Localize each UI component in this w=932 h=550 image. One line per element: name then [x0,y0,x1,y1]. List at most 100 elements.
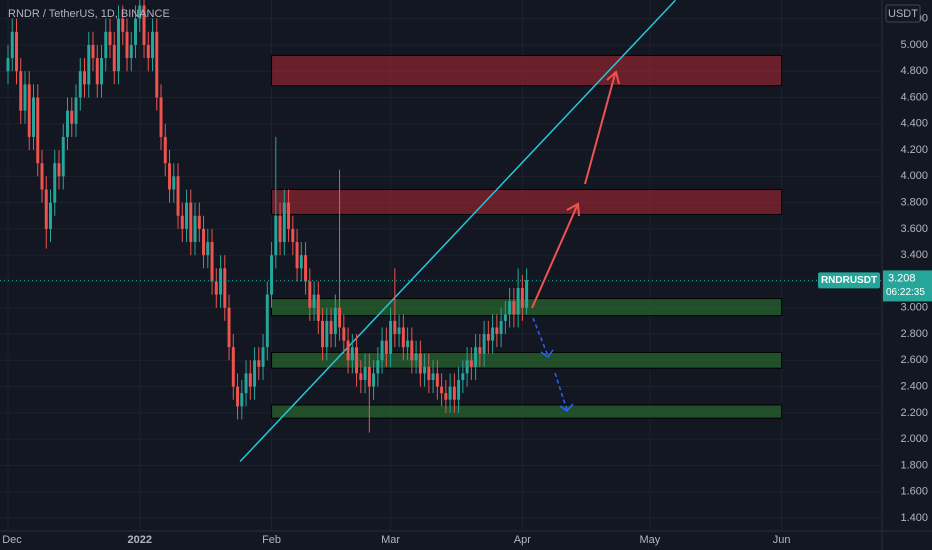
candle-body [240,393,244,407]
candle-body [418,353,422,374]
candle-body [214,281,218,295]
candle-body [151,31,155,59]
candle-body [491,327,495,341]
candle-body [461,373,465,381]
candle-body [53,163,57,203]
y-tick-label: 4.600 [900,91,928,103]
candle-body [6,58,10,72]
candle-body [308,281,312,308]
candle-body [74,97,78,124]
candle-body [435,373,439,387]
candle-body [36,97,40,164]
candle-body [393,320,397,335]
candle-body [363,366,367,381]
x-tick-label: Apr [514,534,531,546]
candle-body [223,268,227,308]
candle-body [78,71,82,98]
candle-body [486,334,490,341]
candle-body [338,307,342,328]
candle-body [512,301,516,315]
candle-body [44,189,48,229]
candle-body [117,18,121,72]
candle-body [457,380,461,400]
candle-body [91,44,95,59]
y-tick-label: 1.600 [900,486,928,498]
candle-body [465,360,469,374]
candle-body [138,5,142,19]
candle-body [27,84,31,137]
y-tick-label: 3.800 [900,197,928,209]
candle-body [423,366,427,374]
y-tick-label: 2.400 [900,380,928,392]
candle-body [384,340,388,354]
last-price: 3.208 [888,272,916,284]
candle-body [231,347,235,387]
arrow-head [559,403,574,413]
candle-body [333,307,337,335]
candle-body [23,84,27,111]
drawings [531,70,620,413]
candle-body [431,373,435,381]
candle-body [66,110,69,137]
candle-body [414,353,418,361]
candle-body [452,386,456,400]
candle-body [469,360,473,367]
candle-body [172,176,176,190]
candle-body [142,5,146,45]
candle-body [316,294,320,321]
candle-body [291,228,295,243]
currency-badge[interactable] [885,4,921,23]
candle-body [321,320,325,348]
zone [271,351,783,369]
candle-body [189,202,193,243]
x-tick-label: May [640,534,661,546]
candle-body [342,327,346,341]
x-tick-label: Jun [773,534,791,546]
candle-body [125,31,129,59]
y-tick-label: 2.800 [900,328,928,340]
candle-body [257,360,261,367]
candle-body [482,334,486,354]
candle-body [325,320,329,348]
arrow [531,205,578,309]
candle-body [219,268,223,295]
y-tick-label: 1.800 [900,459,928,471]
zone [271,404,783,419]
candle-body [134,18,138,45]
y-tick-label: 3.400 [900,249,928,261]
candle-body [525,280,529,308]
candle-body [227,307,231,348]
candle-body [270,255,274,295]
candle-body [19,71,23,111]
candle-body [180,215,184,229]
candle-body [202,228,206,256]
y-tick-label: 3.600 [900,223,928,235]
y-tick-label: 1.400 [900,512,928,524]
candle-body [197,215,201,229]
y-tick-label: 4.400 [900,118,928,130]
candle-body [346,340,350,361]
candle-body [440,386,444,394]
currency: USDT [888,8,918,20]
x-tick-label: Mar [381,534,400,546]
candle-body [478,347,482,354]
candle-body [244,373,248,394]
candle-body [312,294,316,308]
y-tick-label: 2.200 [900,407,928,419]
candle-body [193,215,197,243]
arrow-head [540,349,554,359]
candle-body [474,347,478,367]
candle-body [410,340,414,361]
candle-body [253,360,257,387]
candle-body [146,44,150,59]
candle-body [427,366,431,381]
x-tick-label: 2022 [128,534,152,546]
candle-body [163,136,167,164]
candle-body [516,288,520,315]
zone [271,188,783,215]
candle-body [355,347,359,374]
candle-body [367,366,371,387]
candle-body [87,44,91,85]
